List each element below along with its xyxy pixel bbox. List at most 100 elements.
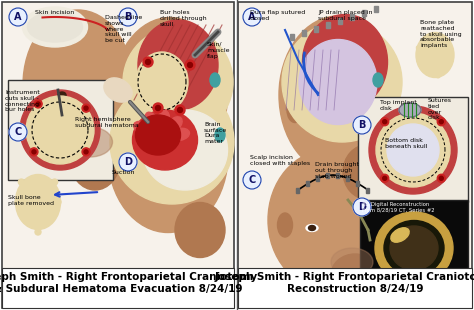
Circle shape bbox=[381, 118, 389, 126]
Bar bbox=[297, 188, 300, 193]
Circle shape bbox=[436, 74, 440, 78]
Ellipse shape bbox=[108, 78, 228, 232]
Circle shape bbox=[82, 148, 90, 156]
Circle shape bbox=[381, 174, 389, 182]
Text: JP drain placed in
subdural space: JP drain placed in subdural space bbox=[318, 10, 373, 21]
Text: 3D Digital Reconstruction
From 8/28/19 CT, Series #2: 3D Digital Reconstruction From 8/28/19 C… bbox=[362, 202, 435, 213]
Bar bbox=[358, 97, 468, 202]
Text: Top implant
disk: Top implant disk bbox=[380, 100, 417, 111]
Ellipse shape bbox=[268, 150, 388, 290]
Ellipse shape bbox=[343, 144, 393, 200]
Circle shape bbox=[448, 53, 452, 57]
Text: Brain
surface: Brain surface bbox=[204, 122, 227, 133]
Circle shape bbox=[36, 102, 40, 106]
Bar bbox=[290, 34, 294, 40]
Ellipse shape bbox=[67, 127, 112, 157]
Circle shape bbox=[110, 80, 234, 204]
Ellipse shape bbox=[215, 128, 225, 142]
Circle shape bbox=[439, 176, 443, 180]
Circle shape bbox=[426, 38, 429, 42]
Circle shape bbox=[35, 229, 41, 235]
Ellipse shape bbox=[175, 202, 225, 258]
Circle shape bbox=[143, 57, 153, 67]
Ellipse shape bbox=[331, 248, 373, 276]
Ellipse shape bbox=[136, 115, 181, 155]
Circle shape bbox=[447, 39, 450, 43]
Circle shape bbox=[443, 63, 447, 67]
Ellipse shape bbox=[416, 33, 454, 78]
Circle shape bbox=[369, 106, 457, 194]
Ellipse shape bbox=[70, 130, 120, 190]
Bar bbox=[314, 26, 318, 32]
Ellipse shape bbox=[375, 212, 453, 284]
Circle shape bbox=[55, 199, 61, 205]
Ellipse shape bbox=[390, 226, 438, 270]
Ellipse shape bbox=[299, 39, 377, 125]
Circle shape bbox=[175, 105, 185, 115]
Ellipse shape bbox=[23, 10, 133, 160]
Bar bbox=[2, 268, 234, 308]
Ellipse shape bbox=[104, 78, 132, 102]
Text: B: B bbox=[358, 120, 365, 130]
Circle shape bbox=[155, 105, 161, 110]
Bar bbox=[317, 176, 319, 181]
Ellipse shape bbox=[55, 91, 69, 99]
Ellipse shape bbox=[384, 220, 444, 276]
Circle shape bbox=[35, 181, 41, 187]
Ellipse shape bbox=[170, 128, 190, 141]
Bar bbox=[360, 200, 468, 295]
Ellipse shape bbox=[210, 73, 220, 87]
Ellipse shape bbox=[302, 15, 388, 109]
Ellipse shape bbox=[391, 228, 409, 242]
Text: Reconstruction 8/24/19: Reconstruction 8/24/19 bbox=[287, 284, 423, 294]
Ellipse shape bbox=[166, 117, 182, 133]
Text: Suction: Suction bbox=[112, 170, 136, 175]
Text: D: D bbox=[124, 157, 132, 167]
Ellipse shape bbox=[29, 91, 47, 119]
Text: C: C bbox=[14, 127, 22, 137]
Ellipse shape bbox=[145, 112, 158, 131]
Ellipse shape bbox=[138, 20, 218, 110]
Text: & Subdural Hematoma Evacuation 8/24/19: & Subdural Hematoma Evacuation 8/24/19 bbox=[0, 284, 243, 294]
Circle shape bbox=[15, 199, 21, 205]
Ellipse shape bbox=[399, 103, 421, 117]
Bar bbox=[337, 173, 339, 178]
Text: Sutures
tied
over
disk: Sutures tied over disk bbox=[428, 98, 452, 120]
Ellipse shape bbox=[287, 98, 303, 122]
Circle shape bbox=[383, 176, 387, 180]
Circle shape bbox=[376, 113, 450, 187]
Bar bbox=[238, 268, 472, 308]
Circle shape bbox=[243, 8, 261, 26]
Text: Instrument
cuts skull -
connecting
bur holes: Instrument cuts skull - connecting bur h… bbox=[5, 90, 40, 113]
Circle shape bbox=[119, 153, 137, 171]
Circle shape bbox=[426, 69, 429, 73]
Ellipse shape bbox=[182, 122, 228, 178]
Ellipse shape bbox=[133, 110, 198, 170]
Ellipse shape bbox=[331, 254, 379, 296]
Ellipse shape bbox=[112, 17, 228, 172]
Text: Joseph Smith - Right Frontoparietal Craniotomy: Joseph Smith - Right Frontoparietal Cran… bbox=[0, 272, 258, 282]
Ellipse shape bbox=[134, 122, 152, 136]
Circle shape bbox=[383, 120, 387, 124]
Bar bbox=[362, 10, 366, 16]
Circle shape bbox=[417, 46, 420, 50]
Circle shape bbox=[9, 8, 27, 26]
Circle shape bbox=[421, 58, 425, 62]
Circle shape bbox=[20, 90, 100, 170]
Text: A: A bbox=[248, 12, 256, 22]
Ellipse shape bbox=[143, 110, 228, 190]
Text: A: A bbox=[14, 12, 22, 22]
Ellipse shape bbox=[306, 224, 318, 232]
Ellipse shape bbox=[58, 92, 66, 98]
Circle shape bbox=[46, 213, 53, 219]
Circle shape bbox=[9, 123, 27, 141]
Text: Dura
mater: Dura mater bbox=[204, 133, 223, 144]
Circle shape bbox=[353, 198, 371, 216]
Circle shape bbox=[32, 150, 36, 154]
Circle shape bbox=[82, 104, 90, 112]
Bar bbox=[2, 2, 234, 308]
Bar bbox=[346, 176, 349, 181]
Ellipse shape bbox=[373, 73, 383, 87]
Bar bbox=[8, 80, 113, 180]
Bar bbox=[238, 2, 472, 308]
